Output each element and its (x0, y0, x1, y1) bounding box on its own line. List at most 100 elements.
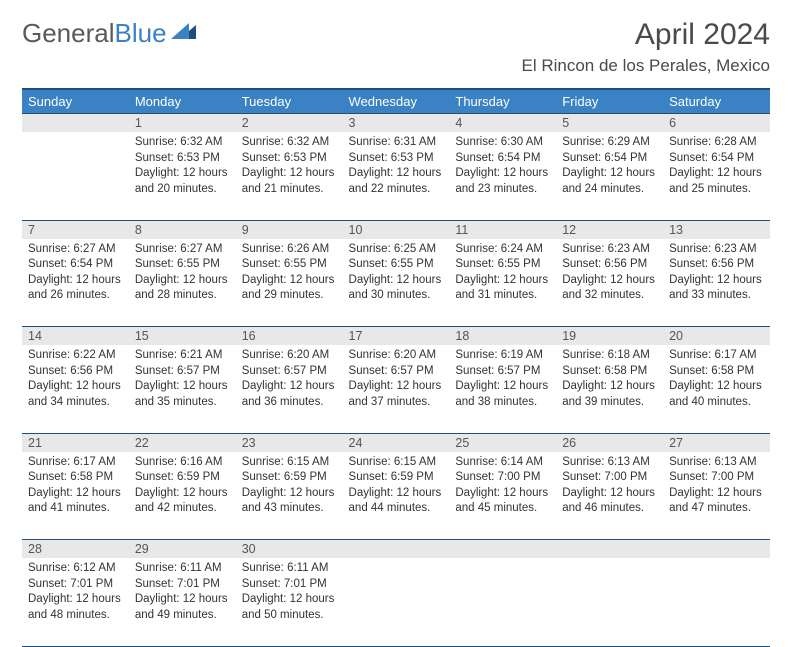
sunrise-text: Sunrise: 6:18 AM (562, 348, 657, 364)
daylight-text: Daylight: 12 hours and 30 minutes. (349, 273, 444, 304)
week-row: Sunrise: 6:32 AMSunset: 6:53 PMDaylight:… (22, 132, 770, 220)
day-number: 8 (129, 220, 236, 239)
day-number: 14 (22, 327, 129, 346)
sunset-text: Sunset: 6:58 PM (28, 470, 123, 486)
daylight-text: Daylight: 12 hours and 22 minutes. (349, 166, 444, 197)
day-cell-body: Sunrise: 6:23 AMSunset: 6:56 PMDaylight:… (556, 239, 663, 310)
day-cell-body: Sunrise: 6:21 AMSunset: 6:57 PMDaylight:… (129, 345, 236, 416)
day-cell: Sunrise: 6:12 AMSunset: 7:01 PMDaylight:… (22, 558, 129, 646)
day-cell-body: Sunrise: 6:12 AMSunset: 7:01 PMDaylight:… (22, 558, 129, 629)
sunset-text: Sunset: 6:56 PM (28, 364, 123, 380)
day-cell: Sunrise: 6:15 AMSunset: 6:59 PMDaylight:… (236, 452, 343, 540)
day-cell-body: Sunrise: 6:20 AMSunset: 6:57 PMDaylight:… (236, 345, 343, 416)
sunrise-text: Sunrise: 6:27 AM (135, 242, 230, 258)
day-number: 19 (556, 327, 663, 346)
day-number (449, 540, 556, 559)
day-number: 17 (343, 327, 450, 346)
day-cell: Sunrise: 6:23 AMSunset: 6:56 PMDaylight:… (556, 239, 663, 327)
sunset-text: Sunset: 6:59 PM (135, 470, 230, 486)
sunset-text: Sunset: 7:01 PM (135, 577, 230, 593)
day-cell: Sunrise: 6:18 AMSunset: 6:58 PMDaylight:… (556, 345, 663, 433)
daylight-text: Daylight: 12 hours and 37 minutes. (349, 379, 444, 410)
daylight-text: Daylight: 12 hours and 43 minutes. (242, 486, 337, 517)
day-cell: Sunrise: 6:11 AMSunset: 7:01 PMDaylight:… (236, 558, 343, 646)
day-cell: Sunrise: 6:24 AMSunset: 6:55 PMDaylight:… (449, 239, 556, 327)
sunset-text: Sunset: 6:53 PM (349, 151, 444, 167)
day-number-row: 21222324252627 (22, 433, 770, 452)
day-number-row: 282930 (22, 540, 770, 559)
sunrise-text: Sunrise: 6:32 AM (242, 135, 337, 151)
week-row: Sunrise: 6:17 AMSunset: 6:58 PM Daylight:… (22, 452, 770, 540)
day-number: 11 (449, 220, 556, 239)
day-cell: Sunrise: 6:25 AMSunset: 6:55 PMDaylight:… (343, 239, 450, 327)
sunset-text: Sunset: 7:00 PM (669, 470, 764, 486)
day-cell: Sunrise: 6:27 AMSunset: 6:54 PMDaylight:… (22, 239, 129, 327)
day-cell: Sunrise: 6:26 AMSunset: 6:55 PMDaylight:… (236, 239, 343, 327)
day-cell-body: Sunrise: 6:18 AMSunset: 6:58 PMDaylight:… (556, 345, 663, 416)
day-number: 9 (236, 220, 343, 239)
daylight-text: Daylight: 12 hours and 32 minutes. (562, 273, 657, 304)
day-cell: Sunrise: 6:23 AMSunset: 6:56 PMDaylight:… (663, 239, 770, 327)
sunset-text: Sunset: 6:57 PM (242, 364, 337, 380)
day-number: 26 (556, 433, 663, 452)
day-cell-body: Sunrise: 6:17 AMSunset: 6:58 PMDaylight:… (663, 345, 770, 416)
daylight-text: Daylight: 12 hours and 35 minutes. (135, 379, 230, 410)
sunset-text: Sunset: 6:55 PM (455, 257, 550, 273)
sunrise-text: Sunrise: 6:13 AM (669, 455, 764, 471)
sunrise-text: Sunrise: 6:32 AM (135, 135, 230, 151)
daylight-text: Daylight: 12 hours and 36 minutes. (242, 379, 337, 410)
day-cell: Sunrise: 6:32 AMSunset: 6:53 PMDaylight:… (129, 132, 236, 220)
day-cell (556, 558, 663, 646)
day-cell: Sunrise: 6:31 AMSunset: 6:53 PMDaylight:… (343, 132, 450, 220)
day-cell-body: Sunrise: 6:19 AMSunset: 6:57 PMDaylight:… (449, 345, 556, 416)
sunset-text: Sunset: 6:58 PM (669, 364, 764, 380)
logo: GeneralBlue (22, 18, 197, 49)
daylight-text: Daylight: 12 hours and 38 minutes. (455, 379, 550, 410)
day-cell: Sunrise: 6:20 AMSunset: 6:57 PMDaylight:… (343, 345, 450, 433)
sunrise-text: Sunrise: 6:29 AM (562, 135, 657, 151)
day-cell-body: Sunrise: 6:25 AMSunset: 6:55 PMDaylight:… (343, 239, 450, 310)
week-row: Sunrise: 6:22 AMSunset: 6:56 PMDaylight:… (22, 345, 770, 433)
sunrise-text: Sunrise: 6:16 AM (135, 455, 230, 471)
sunrise-text: Sunrise: 6:17 AM (28, 455, 123, 471)
daylight-text: Daylight: 12 hours and 47 minutes. (669, 486, 764, 517)
sunrise-text: Sunrise: 6:30 AM (455, 135, 550, 151)
daylight-text: Daylight: 12 hours and 42 minutes. (135, 486, 230, 517)
daylight-text: Daylight: 12 hours and 21 minutes. (242, 166, 337, 197)
sunset-text: Sunset: 7:00 PM (455, 470, 550, 486)
day-cell-body: Sunrise: 6:32 AMSunset: 6:53 PMDaylight:… (129, 132, 236, 203)
sunrise-text: Sunrise: 6:13 AM (562, 455, 657, 471)
day-cell: Sunrise: 6:13 AMSunset: 7:00 PMDaylight:… (663, 452, 770, 540)
daylight-text: Daylight: 12 hours and 49 minutes. (135, 592, 230, 623)
day-cell: Sunrise: 6:15 AMSunset: 6:59 PMDaylight:… (343, 452, 450, 540)
logo-text-general: General (22, 18, 115, 48)
daylight-text: Daylight: 12 hours and 33 minutes. (669, 273, 764, 304)
day-cell: Sunrise: 6:27 AMSunset: 6:55 PMDaylight:… (129, 239, 236, 327)
sunset-text: Sunset: 6:58 PM (562, 364, 657, 380)
day-number: 10 (343, 220, 450, 239)
daylight-text: Daylight: 12 hours and 40 minutes. (669, 379, 764, 410)
weekday-header: Sunday (22, 89, 129, 114)
day-number: 12 (556, 220, 663, 239)
sunrise-text: Sunrise: 6:20 AM (242, 348, 337, 364)
sunset-text: Sunset: 6:54 PM (455, 151, 550, 167)
daylight-text: Daylight: 12 hours and 44 minutes. (349, 486, 444, 517)
day-cell-body: Sunrise: 6:13 AMSunset: 7:00 PMDaylight:… (663, 452, 770, 523)
day-cell: Sunrise: 6:28 AMSunset: 6:54 PMDaylight:… (663, 132, 770, 220)
daylight-text: Daylight: 12 hours and 26 minutes. (28, 273, 123, 304)
sunset-text: Sunset: 6:57 PM (135, 364, 230, 380)
day-cell-body: Sunrise: 6:20 AMSunset: 6:57 PMDaylight:… (343, 345, 450, 416)
day-number-row: 78910111213 (22, 220, 770, 239)
week-row: Sunrise: 6:27 AMSunset: 6:54 PMDaylight:… (22, 239, 770, 327)
sunset-text: Sunset: 6:55 PM (135, 257, 230, 273)
day-cell (343, 558, 450, 646)
day-cell-body: Sunrise: 6:26 AMSunset: 6:55 PMDaylight:… (236, 239, 343, 310)
day-cell-body: Sunrise: 6:22 AMSunset: 6:56 PMDaylight:… (22, 345, 129, 416)
day-number: 15 (129, 327, 236, 346)
day-cell: Sunrise: 6:13 AMSunset: 7:00 PMDaylight:… (556, 452, 663, 540)
sunrise-text: Sunrise: 6:26 AM (242, 242, 337, 258)
week-row: Sunrise: 6:12 AMSunset: 7:01 PMDaylight:… (22, 558, 770, 646)
daylight-text: Daylight: 12 hours and 25 minutes. (669, 166, 764, 197)
sunrise-text: Sunrise: 6:23 AM (562, 242, 657, 258)
sunset-text: Sunset: 6:54 PM (28, 257, 123, 273)
